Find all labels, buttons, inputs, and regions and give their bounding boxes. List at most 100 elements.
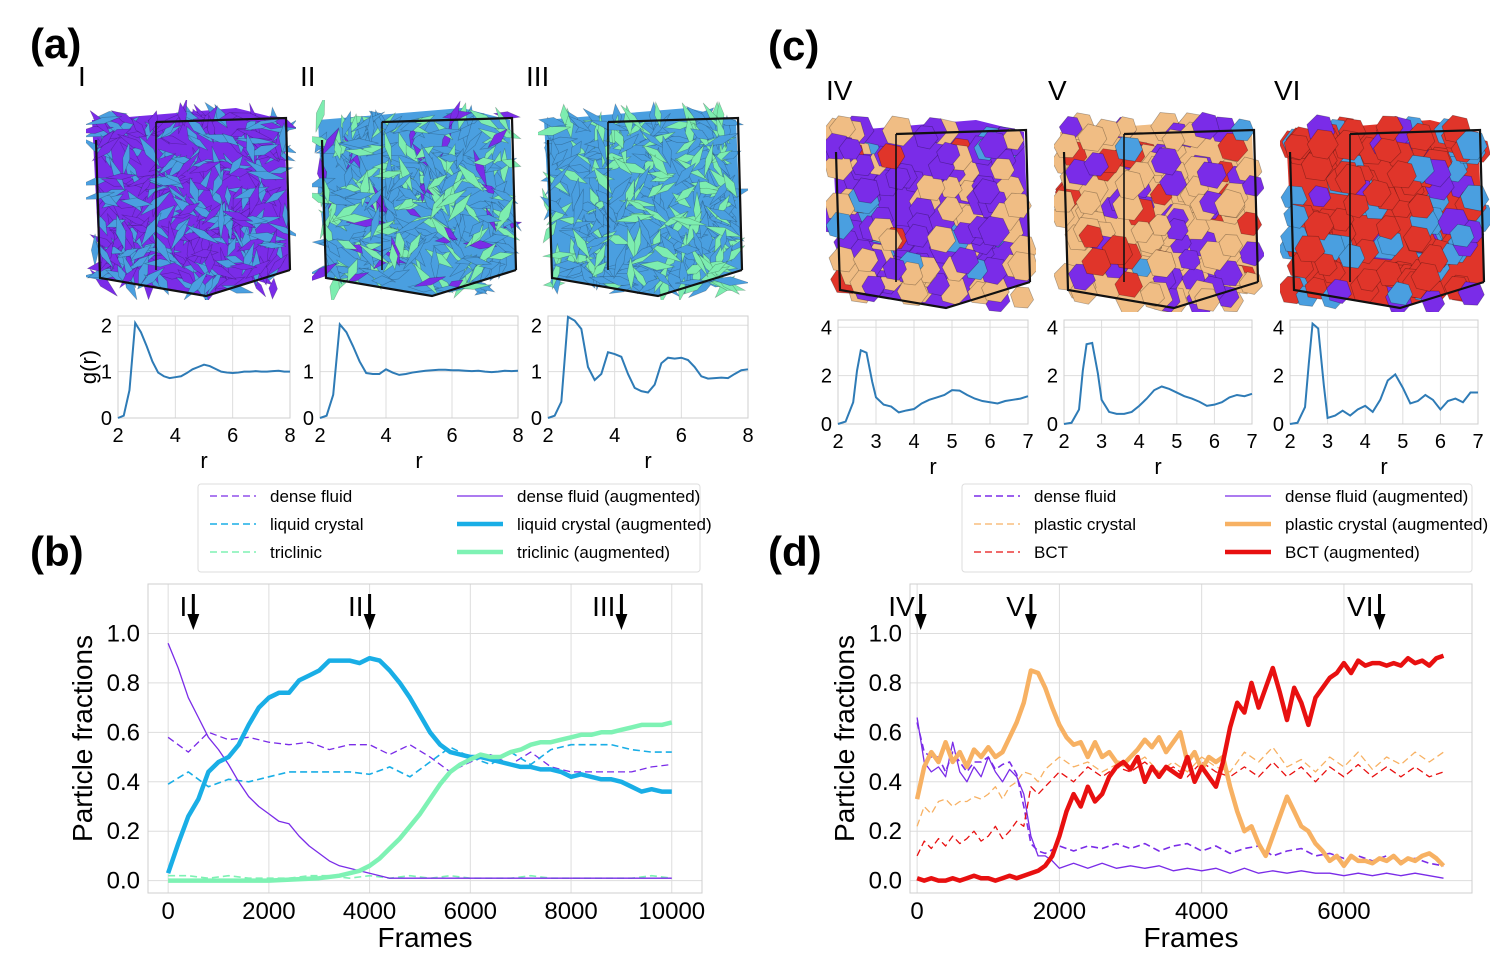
particle-shape bbox=[105, 173, 137, 180]
snapshot-label-IV: IV bbox=[826, 75, 853, 106]
particle-shape bbox=[148, 109, 159, 134]
y-tick-label: 0.6 bbox=[869, 719, 902, 746]
particle-shape bbox=[343, 163, 353, 189]
particle-shape bbox=[608, 283, 637, 294]
x-tick-label: 0 bbox=[161, 898, 174, 925]
particle-shape bbox=[641, 131, 676, 148]
particle-shape bbox=[414, 276, 446, 287]
particle-shape bbox=[245, 259, 272, 280]
x-tick-label: 8 bbox=[742, 425, 753, 447]
y-tick-label: 0.0 bbox=[869, 868, 902, 895]
x-tick-label: 2000 bbox=[242, 898, 295, 925]
particle-shape bbox=[468, 220, 485, 237]
x-tick-label: 6 bbox=[1435, 431, 1446, 453]
x-tick-label: 6 bbox=[446, 425, 457, 447]
series-line bbox=[168, 720, 673, 883]
particle-shape bbox=[474, 214, 503, 223]
y-tick-label: 0.2 bbox=[869, 818, 902, 845]
particle-shape bbox=[399, 121, 423, 132]
particle-shape bbox=[614, 127, 624, 150]
particle-shape bbox=[1130, 220, 1154, 243]
particle-shape bbox=[703, 142, 714, 179]
panel-label-b: (b) bbox=[30, 528, 84, 575]
particle-shape bbox=[268, 277, 278, 300]
particle-shape bbox=[620, 104, 645, 132]
particle-shape bbox=[359, 237, 375, 270]
particle-shape bbox=[398, 156, 413, 193]
particle-shape bbox=[1214, 188, 1246, 218]
frame-marker-label: IV bbox=[888, 591, 915, 622]
series-line bbox=[167, 743, 672, 788]
y-tick-label: 0.0 bbox=[107, 868, 140, 895]
particle-shape bbox=[86, 139, 113, 161]
particle-shape bbox=[554, 153, 579, 171]
particle-shape bbox=[596, 128, 608, 166]
x-tick-label: 2 bbox=[112, 425, 123, 447]
x-tick-label: 6 bbox=[227, 425, 238, 447]
particle-shape bbox=[1306, 129, 1339, 160]
particle-shape bbox=[713, 153, 731, 177]
axes-frame bbox=[1289, 319, 1479, 425]
frame-marker-label: VI bbox=[1347, 591, 1373, 622]
particle-shape bbox=[647, 170, 675, 180]
gr-line bbox=[117, 319, 290, 419]
particle-shape bbox=[706, 261, 728, 275]
particle-shape bbox=[326, 239, 341, 258]
frame-marker-arrowhead bbox=[187, 614, 200, 630]
particle-shape bbox=[561, 221, 595, 229]
particle-shape bbox=[1114, 136, 1143, 162]
x-tick-label: 5 bbox=[1397, 431, 1408, 453]
particle-shape bbox=[422, 164, 431, 195]
particle-shape bbox=[977, 215, 1010, 247]
legend-entry-label: liquid crystal bbox=[270, 515, 364, 534]
particle-shape bbox=[131, 117, 147, 138]
x-tick-label: 4 bbox=[609, 425, 620, 447]
snapshot-cube-I bbox=[86, 100, 296, 300]
particle-shape bbox=[1402, 225, 1432, 253]
particle-shape bbox=[189, 161, 222, 174]
particle-shape bbox=[722, 172, 738, 199]
particle-shape bbox=[246, 170, 285, 180]
x-tick-label: 8 bbox=[284, 425, 295, 447]
x-tick-label: 6 bbox=[1209, 431, 1220, 453]
particle-shape bbox=[495, 197, 514, 233]
particle-shape bbox=[493, 241, 520, 254]
particle-shape bbox=[339, 138, 379, 148]
particle-shape bbox=[627, 241, 661, 263]
particle-shape bbox=[1083, 152, 1109, 177]
particle-shape bbox=[639, 260, 676, 271]
particle-shape bbox=[495, 106, 511, 134]
particle-shape bbox=[633, 165, 651, 195]
series-line bbox=[916, 653, 1445, 883]
x-tick-label: 5 bbox=[946, 431, 957, 453]
particle-shape bbox=[538, 117, 568, 128]
x-tick-label: 2 bbox=[832, 431, 843, 453]
y-tick-label: 4 bbox=[821, 317, 832, 339]
y-tick-label: 1 bbox=[531, 362, 542, 384]
y-axis-title: g(r) bbox=[76, 350, 101, 384]
series-line bbox=[916, 717, 1444, 879]
particle-shape bbox=[221, 285, 254, 294]
particle-shape bbox=[221, 210, 254, 222]
series-line bbox=[167, 643, 672, 879]
particle-shape bbox=[1218, 234, 1244, 258]
frame-marker-label: III bbox=[592, 591, 615, 622]
particle-shape bbox=[571, 227, 591, 260]
particle-shape bbox=[573, 188, 584, 227]
gr-plot-III: 2 4 6 8 0 1 2 r bbox=[531, 315, 754, 473]
axes-frame bbox=[147, 583, 703, 894]
particle-shape bbox=[129, 244, 153, 262]
particle-shape bbox=[363, 185, 386, 211]
particle-shape bbox=[500, 158, 522, 168]
particle-shape bbox=[225, 167, 253, 178]
particle-shape bbox=[669, 217, 707, 226]
x-axis-title: r bbox=[1154, 454, 1161, 479]
x-axis-title: r bbox=[200, 448, 207, 473]
legend-entry-label: triclinic (augmented) bbox=[517, 543, 670, 562]
snapshot-cube-V bbox=[1054, 112, 1264, 312]
x-axis-title: Frames bbox=[1144, 922, 1239, 953]
particle-shape bbox=[1410, 262, 1442, 292]
particle-shape bbox=[1010, 286, 1034, 309]
particle-shape bbox=[1140, 282, 1165, 307]
particle-shape bbox=[1054, 132, 1080, 158]
